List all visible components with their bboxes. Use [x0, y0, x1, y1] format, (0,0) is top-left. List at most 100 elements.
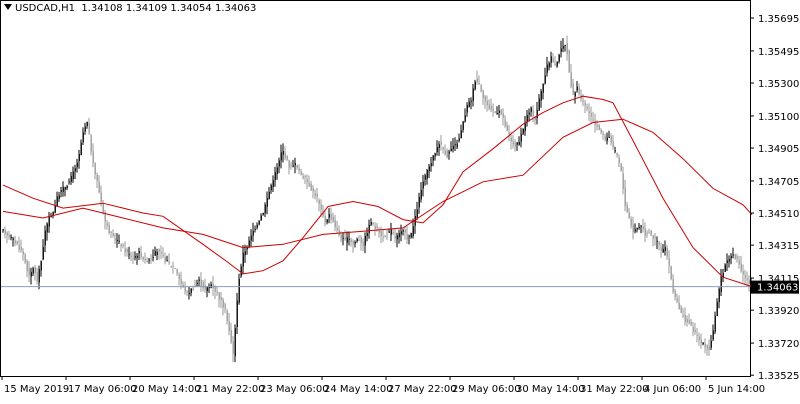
- x-tick-label: 31 May 22:00: [580, 384, 649, 395]
- candle-body: [54, 205, 56, 213]
- ohlc-high: 1.34109: [125, 3, 168, 14]
- candle-body: [142, 256, 144, 260]
- candle-body: [122, 244, 124, 246]
- candle-body: [514, 142, 516, 147]
- candle-body: [270, 185, 272, 191]
- candle-body: [2, 229, 4, 231]
- candle-body: [504, 119, 506, 127]
- candle-body: [406, 233, 408, 240]
- candle-body: [22, 251, 24, 255]
- candle-body: [650, 230, 652, 236]
- y-tick-label: 1.34115: [758, 274, 799, 285]
- candle-body: [522, 128, 524, 134]
- candle-body: [26, 261, 28, 272]
- candle-body: [84, 126, 86, 132]
- candle-body: [456, 143, 458, 148]
- y-tick-label: 1.34510: [758, 209, 799, 220]
- candle-body: [110, 231, 112, 233]
- candle-body: [28, 268, 30, 276]
- candle-body: [256, 224, 258, 228]
- moving-averages-layer: [2, 95, 753, 288]
- current-price-marker: [751, 280, 799, 294]
- candle-body: [240, 266, 242, 277]
- candle-body: [536, 109, 538, 118]
- candle-body: [204, 285, 206, 290]
- y-tick-label: 1.33920: [758, 306, 799, 317]
- candle-body: [430, 163, 432, 167]
- candle-body: [92, 150, 94, 164]
- candle-body: [74, 168, 76, 172]
- candle-body: [502, 113, 504, 118]
- candle-body: [338, 230, 340, 235]
- candle-body: [222, 299, 224, 308]
- candle-body: [666, 247, 668, 257]
- candle-body: [346, 237, 348, 243]
- candle-body: [660, 247, 662, 251]
- candle-body: [488, 104, 490, 109]
- candle-body: [636, 228, 638, 230]
- candle-body: [354, 241, 356, 244]
- candle-body: [612, 141, 614, 148]
- candle-body: [684, 314, 686, 323]
- ohlc-low: 1.34054: [170, 3, 212, 14]
- candle-body: [324, 216, 326, 223]
- x-tick-label: 20 May 14:00: [132, 384, 201, 395]
- candle-body: [474, 81, 476, 90]
- candle-body: [236, 300, 238, 328]
- candle-body: [290, 165, 292, 167]
- candle-body: [516, 142, 518, 145]
- candle-body: [158, 249, 160, 252]
- candle-body: [330, 214, 332, 220]
- candle-body: [98, 181, 100, 193]
- ohlc-open: 1.34108: [81, 3, 123, 14]
- candle-body: [698, 336, 700, 340]
- candle-body: [590, 113, 592, 117]
- candle-body: [4, 229, 6, 235]
- candle-body: [112, 233, 114, 236]
- candle-body: [150, 258, 152, 260]
- y-tick-label: 1.33720: [758, 339, 799, 350]
- candle-body: [414, 216, 416, 226]
- candle-body: [508, 132, 510, 137]
- candle-body: [46, 223, 48, 233]
- candle-body: [442, 147, 444, 150]
- candle-body: [254, 228, 256, 230]
- candle-body: [48, 216, 50, 227]
- candle-body: [450, 148, 452, 152]
- candle-body: [34, 266, 36, 274]
- candle-body: [512, 141, 514, 145]
- candle-body: [734, 254, 736, 260]
- candle-body: [38, 268, 40, 283]
- candle-body: [476, 78, 478, 83]
- current-price-label: 1.34063: [757, 283, 798, 294]
- candle-body: [126, 249, 128, 253]
- dropdown-triangle-icon[interactable]: [4, 4, 12, 10]
- candle-body: [132, 257, 134, 259]
- candle-body: [298, 168, 300, 171]
- y-tick-label: 1.34905: [758, 144, 799, 155]
- candle-body: [744, 275, 746, 278]
- candle-body: [160, 251, 162, 254]
- candle-body: [130, 255, 132, 258]
- candle-body: [558, 54, 560, 62]
- candle-body: [668, 258, 670, 266]
- candle-body: [532, 110, 534, 117]
- candle-body: [114, 238, 116, 241]
- candle-body: [252, 230, 254, 236]
- candle-body: [556, 61, 558, 67]
- candle-body: [714, 315, 716, 332]
- candle-body: [106, 223, 108, 226]
- candle-body: [124, 248, 126, 252]
- candle-body: [540, 91, 542, 101]
- candle-body: [12, 238, 14, 240]
- candle-body: [560, 48, 562, 52]
- candle-body: [492, 108, 494, 111]
- candle-body: [296, 165, 298, 168]
- plot-frame: [0, 0, 751, 377]
- candle-body: [72, 171, 74, 180]
- candle-body: [64, 186, 66, 190]
- candle-body: [234, 328, 236, 357]
- candle-body: [58, 195, 60, 199]
- candle-body: [472, 88, 474, 102]
- candle-body: [176, 269, 178, 274]
